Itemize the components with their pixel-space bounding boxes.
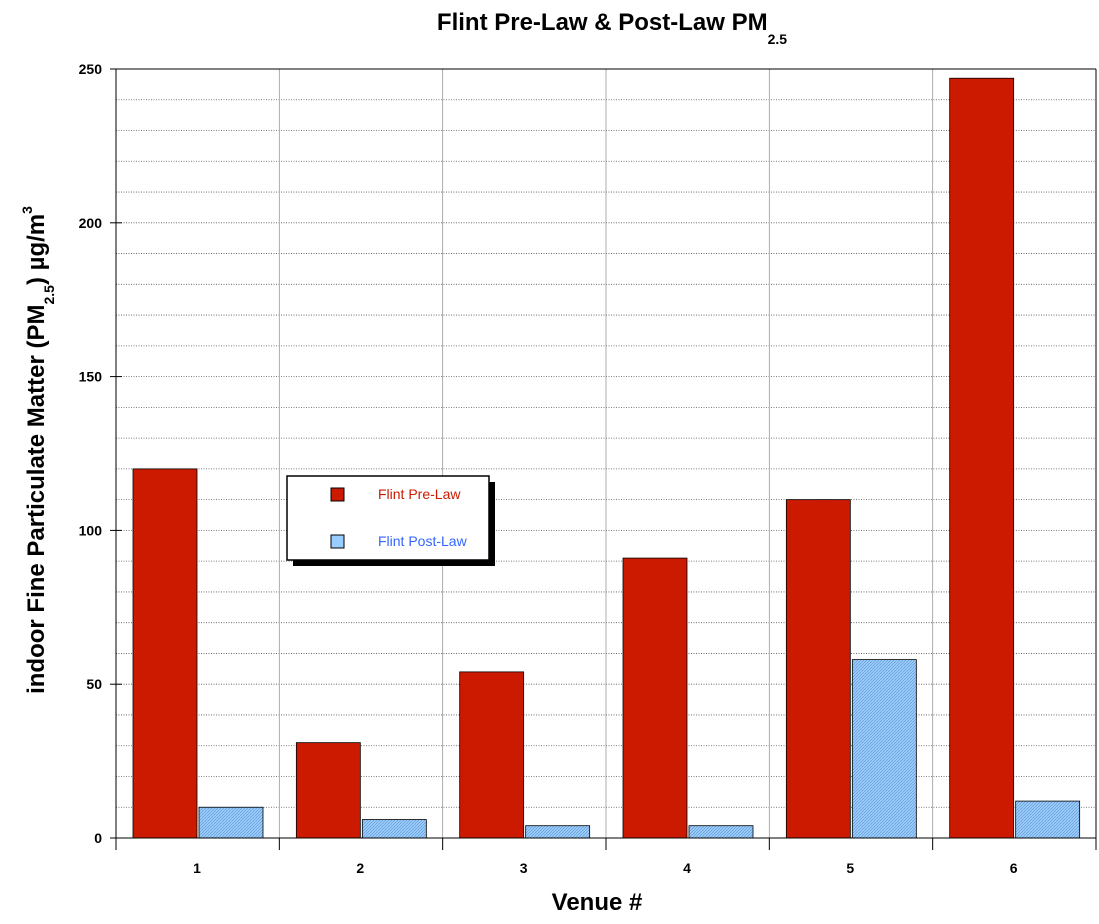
x-tick-label: 3 bbox=[520, 860, 528, 876]
bar-pre-law-venue-2 bbox=[295, 742, 361, 839]
chart-title-subscript: 2.5 bbox=[768, 31, 788, 47]
bar-pre-law-venue-5 bbox=[785, 499, 851, 839]
bars bbox=[132, 77, 1081, 839]
y-axis-label: indoor Fine Particulate Matter (PM2.5) µ… bbox=[19, 206, 57, 694]
bar-post-law-venue-3 bbox=[525, 825, 591, 839]
bar-post-law-venue-5 bbox=[851, 659, 917, 839]
legend: Flint Pre-Law Flint Post-Law bbox=[286, 475, 495, 566]
y-tick-label: 0 bbox=[94, 830, 102, 846]
bar-pre-law-venue-4 bbox=[622, 557, 688, 839]
chart-title: Flint Pre-Law & Post-Law PM2.5 bbox=[437, 9, 787, 47]
legend-box bbox=[286, 475, 490, 561]
y-tick-label: 250 bbox=[79, 61, 103, 77]
bar-pre-law-venue-1 bbox=[132, 468, 198, 839]
legend-label-post-law: Flint Post-Law bbox=[378, 533, 468, 549]
legend-swatch-post-law bbox=[330, 534, 345, 549]
y-tick-label: 200 bbox=[79, 215, 103, 231]
bar-post-law-venue-2 bbox=[361, 819, 427, 839]
x-tick-label: 1 bbox=[193, 860, 201, 876]
x-tick-label: 4 bbox=[683, 860, 691, 876]
x-tick-label: 2 bbox=[356, 860, 364, 876]
x-axis-label: Venue # bbox=[552, 889, 643, 916]
legend-label-pre-law: Flint Pre-Law bbox=[378, 486, 461, 502]
bar-pre-law-venue-3 bbox=[459, 671, 525, 839]
bar-post-law-venue-4 bbox=[688, 825, 754, 839]
x-tick-label: 6 bbox=[1010, 860, 1018, 876]
y-tick-label: 150 bbox=[79, 369, 103, 385]
legend-swatch-pre-law bbox=[330, 487, 345, 502]
bar-post-law-venue-1 bbox=[198, 806, 264, 839]
bar-pre-law-venue-6 bbox=[949, 77, 1015, 839]
y-tick-label: 100 bbox=[79, 522, 103, 538]
y-tick-label: 50 bbox=[86, 676, 102, 692]
grid bbox=[116, 68, 1096, 838]
x-tick-label: 5 bbox=[846, 860, 854, 876]
bar-post-law-venue-6 bbox=[1015, 800, 1081, 839]
axes: 0 50 100 150 200 250 1 2 3 4 5 6 bbox=[79, 61, 1097, 876]
